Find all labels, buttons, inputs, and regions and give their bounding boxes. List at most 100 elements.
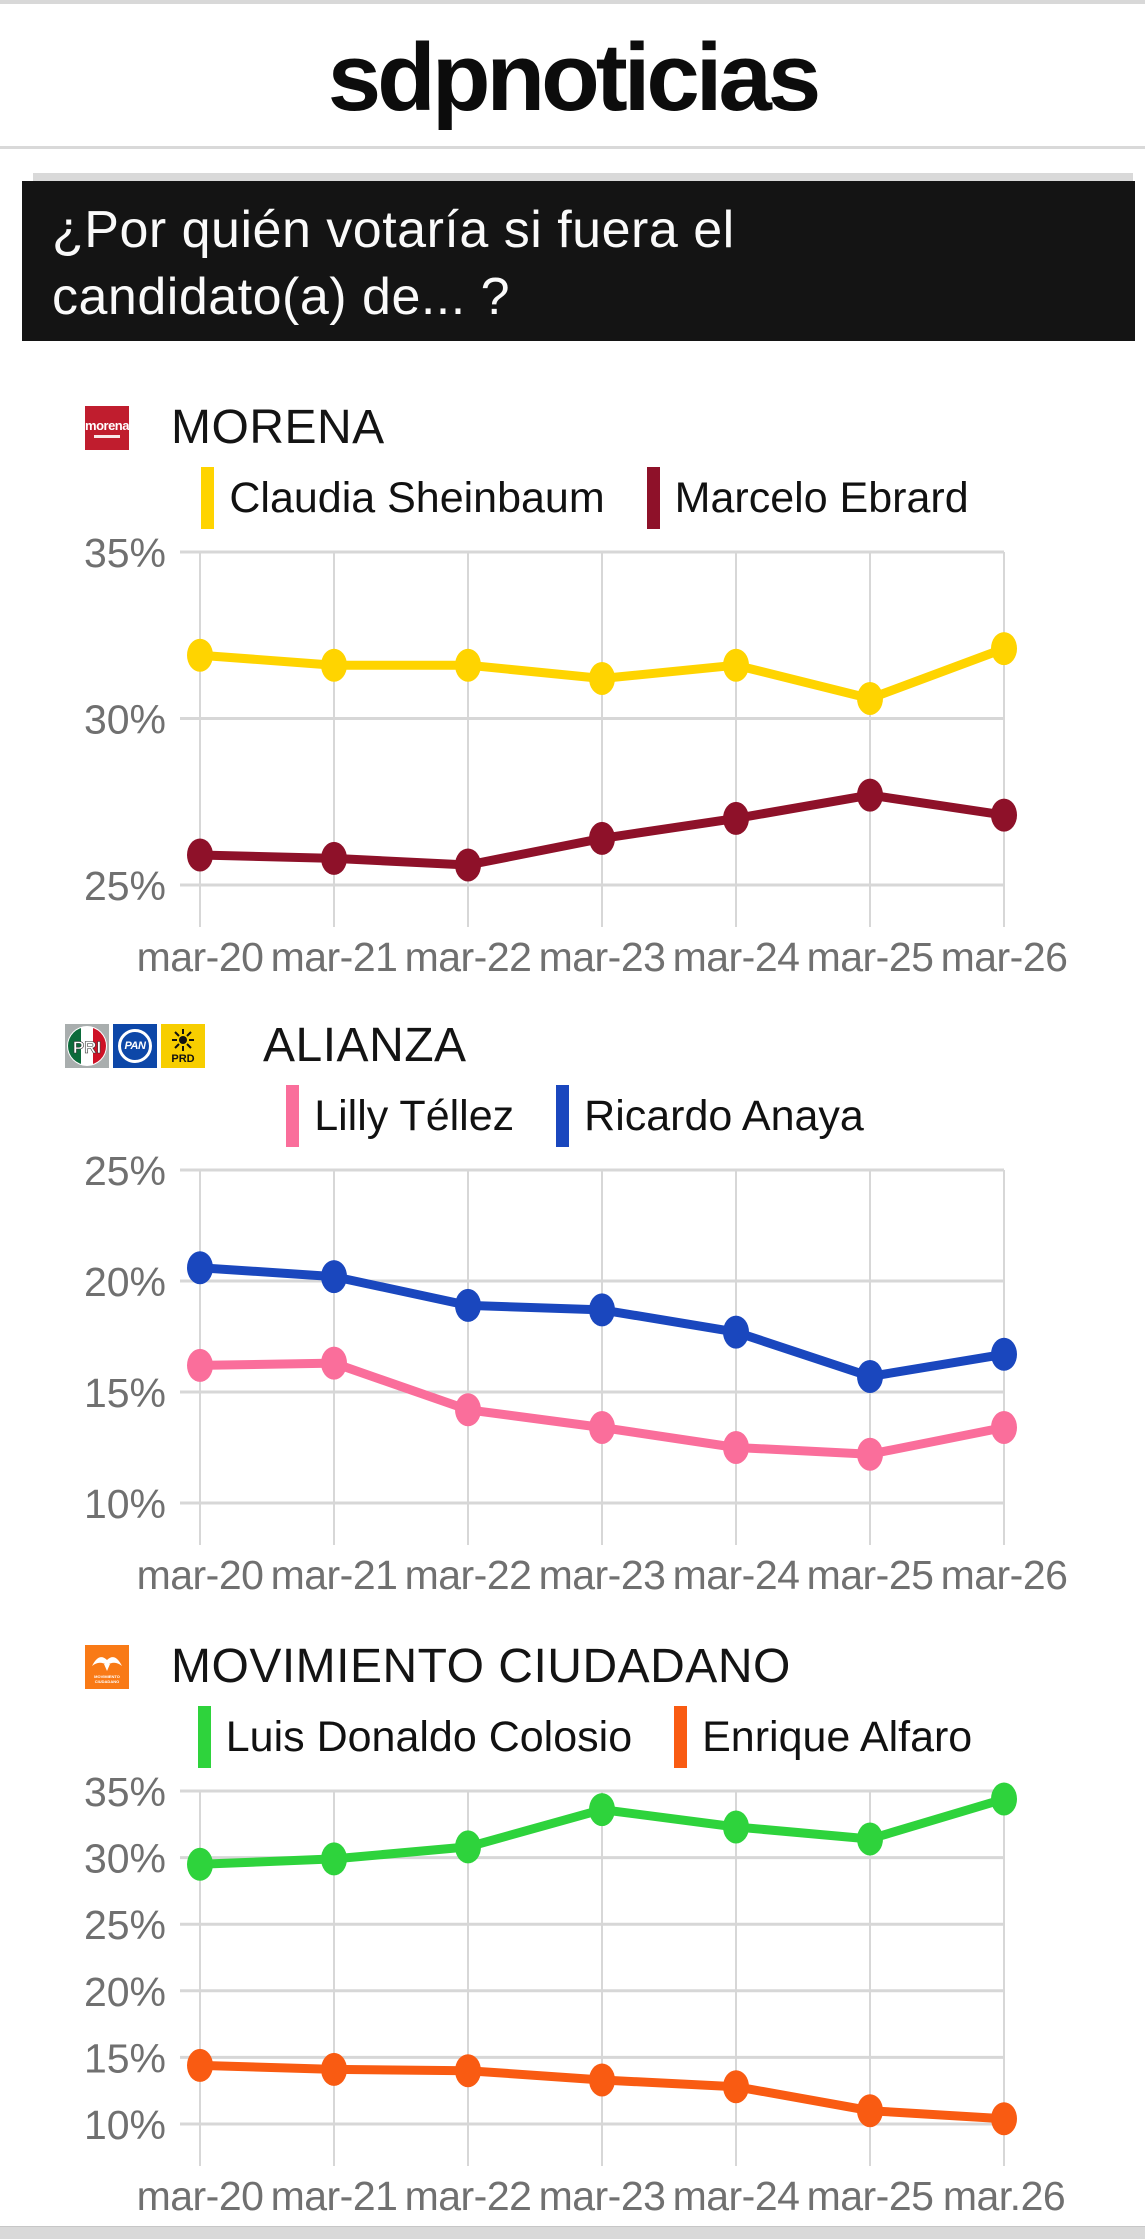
data-point — [723, 648, 749, 682]
x-tick-label: mar-26 — [941, 1552, 1068, 1598]
data-point — [723, 801, 749, 835]
movimiento-ciudadano-party-logo: MOVIMIENTO CIUDADANO — [85, 1645, 129, 1689]
legend-label: Lilly Téllez — [314, 1091, 515, 1140]
x-tick-label: mar-24 — [673, 2173, 800, 2219]
pan-party-logo: PAN — [113, 1024, 157, 1068]
y-tick-label: 15% — [84, 1370, 166, 1416]
y-tick-label: 10% — [84, 1481, 166, 1527]
site-header: sdpnoticias — [0, 4, 1145, 149]
data-point — [187, 1348, 213, 1382]
x-tick-label: mar-24 — [673, 1552, 800, 1598]
data-point — [723, 1431, 749, 1464]
x-tick-label: mar-20 — [137, 2173, 264, 2219]
legend-swatch — [201, 467, 215, 529]
data-point — [321, 1260, 347, 1294]
x-tick-label: mar-25 — [807, 1552, 934, 1598]
chart-alianza: 25% 20% 15% 10% mar-20 mar-21 mar-22 mar-23 mar-… — [60, 1148, 1145, 1610]
party-title-movimiento-ciudadano: MOVIMIENTO CIUDADANO — [171, 1640, 791, 1693]
y-tick-label: 20% — [84, 1969, 166, 2015]
prd-party-logo: PRD — [161, 1024, 205, 1068]
y-tick-label: 30% — [84, 697, 166, 743]
legend-swatch — [646, 467, 660, 529]
data-point — [589, 2063, 615, 2097]
legend-swatch — [197, 1706, 211, 1768]
data-point — [321, 841, 347, 875]
data-point — [589, 1293, 615, 1327]
data-point — [857, 1437, 883, 1471]
y-tick-label: 25% — [84, 1155, 166, 1194]
legend-label: Marcelo Ebrard — [674, 473, 969, 522]
data-point — [187, 638, 213, 672]
y-tick-label: 15% — [84, 2035, 166, 2081]
pri-logo-graphic: PRI — [67, 1026, 107, 1066]
party-title-alianza: ALIANZA — [263, 1019, 467, 1072]
data-point — [991, 2102, 1017, 2136]
data-point — [857, 1360, 883, 1393]
line-chart-canvas: 25%20%15%10%mar-20 mar-21 mar-22 mar-23 mar-… — [84, 1148, 1068, 1598]
y-tick-label: 20% — [84, 1259, 166, 1305]
data-point — [455, 848, 481, 882]
x-tick-label: mar-26 — [941, 934, 1068, 980]
chart-section-header: morena MORENA — [85, 401, 1145, 455]
data-point — [455, 1393, 481, 1427]
data-point — [857, 778, 883, 812]
data-point — [187, 838, 213, 872]
chart-section-header: PRI PAN — [65, 1019, 1145, 1073]
data-point — [455, 648, 481, 682]
y-tick-label: 10% — [84, 2102, 166, 2148]
x-tick-label: mar-22 — [405, 2173, 532, 2219]
data-point — [723, 1315, 749, 1349]
x-tick-label: mar-21 — [271, 1552, 398, 1598]
x-tick-label: mar-23 — [539, 1552, 666, 1598]
party-title-morena: MORENA — [171, 401, 385, 454]
data-point — [857, 682, 883, 715]
legend-label: Enrique Alfaro — [702, 1712, 973, 1761]
chart-movimiento-ciudadano: 35% 30% 25% 20% 15% 10% mar-20 mar-21 mar-22 mar-… — [60, 1769, 1145, 2231]
chart-morena: 35% 30% 25% mar-20 mar-21 mar-22 mar-23 mar-24 m… — [60, 530, 1145, 992]
x-tick-label: mar-21 — [271, 934, 398, 980]
x-tick-label: mar-25 — [807, 934, 934, 980]
data-point — [455, 1288, 481, 1322]
x-tick-label: mar-23 — [539, 2173, 666, 2219]
top-divider — [0, 0, 1145, 4]
data-point — [187, 1847, 213, 1881]
svg-text:PRI: PRI — [73, 1038, 101, 1057]
legend-label: Claudia Sheinbaum — [229, 473, 605, 522]
legend-item: Marcelo Ebrard — [646, 467, 969, 529]
x-tick-label: mar.26 — [943, 2173, 1065, 2219]
line-chart-canvas: 35%30%25%20%15%10%mar-20 mar-21 mar-22 mar-… — [84, 1769, 1066, 2219]
prd-sun-icon — [172, 1028, 194, 1051]
data-point — [991, 1411, 1017, 1444]
legend-swatch — [286, 1085, 300, 1147]
x-tick-label: mar-22 — [405, 934, 532, 980]
x-tick-label: mar-25 — [807, 2173, 934, 2219]
legend-item: Lilly Téllez — [286, 1085, 514, 1147]
data-point — [187, 2048, 213, 2082]
x-tick-label: mar-24 — [673, 934, 800, 980]
data-point — [589, 1793, 615, 1827]
y-tick-label: 25% — [84, 1902, 166, 1948]
legend-item: Ricardo Anaya — [556, 1085, 864, 1147]
data-point — [991, 632, 1017, 666]
legend-swatch — [556, 1085, 570, 1147]
legend-item: Claudia Sheinbaum — [201, 467, 605, 529]
data-point — [857, 1822, 883, 1856]
poll-question-banner: ¿Por quién votaría si fuera el candidato… — [22, 173, 1135, 341]
section-alianza: PRI PAN — [0, 1019, 1145, 1610]
legend-alianza: Lilly Téllez Ricardo Anaya — [65, 1083, 1145, 1149]
data-point — [321, 2052, 347, 2086]
data-point — [455, 1830, 481, 1864]
mc-eagle-icon — [92, 1657, 122, 1671]
site-logo: sdpnoticias — [327, 24, 821, 131]
x-tick-label: mar-20 — [137, 934, 264, 980]
section-movimiento-ciudadano: MOVIMIENTO CIUDADANO MOVIMIENTO CIUDADAN… — [0, 1640, 1145, 2231]
chart-section-header: MOVIMIENTO CIUDADANO MOVIMIENTO CIUDADAN… — [85, 1640, 1145, 1694]
data-point — [589, 662, 615, 695]
data-point — [991, 1337, 1017, 1371]
pri-party-logo: PRI — [65, 1024, 109, 1068]
legend-morena: Claudia Sheinbaum Marcelo Ebrard — [85, 465, 1145, 531]
morena-party-logo: morena — [85, 406, 129, 450]
x-tick-label: mar-20 — [137, 1552, 264, 1598]
y-tick-label: 25% — [84, 863, 166, 909]
legend-label: Luis Donaldo Colosio — [225, 1712, 633, 1761]
